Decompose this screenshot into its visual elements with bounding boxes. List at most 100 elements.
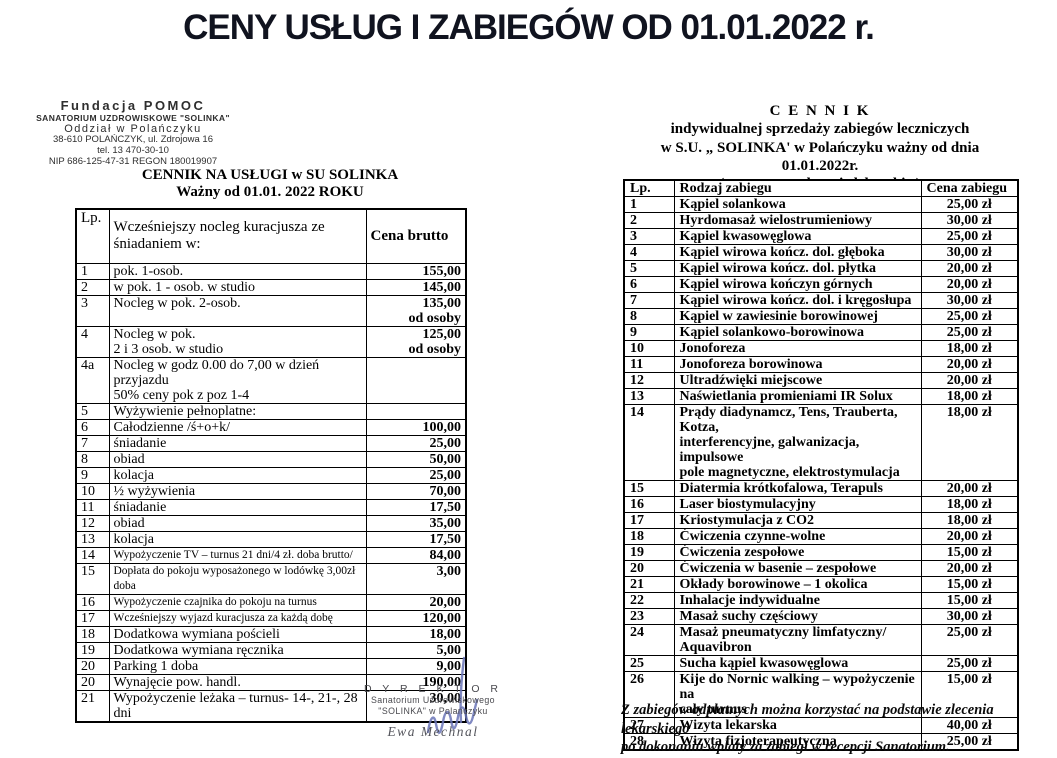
company-stamp: Fundacja POMOC SANATORIUM UZDROWISKOWE "… bbox=[26, 98, 240, 167]
footer-note-line2: po dokonaniu wplaty za zabiegi w recepcj… bbox=[621, 739, 950, 756]
price-cell: 30,00 zł bbox=[920, 212, 1019, 229]
lp-cell: 2 bbox=[75, 278, 110, 296]
desc-cell: Kąpiel wirowa kończ. dol. płytka bbox=[673, 260, 922, 277]
signature-block: D Y R E K T O R Sanatorium Uzdrowiskoweg… bbox=[358, 683, 508, 740]
price-cell: 20,00 bbox=[365, 593, 467, 611]
stamp-line: Oddział w Polańczyku bbox=[64, 123, 202, 136]
table-row: 13 Naświetlania promieniami IR Solux 18,00… bbox=[623, 388, 1019, 405]
price-cell: 18,00 zł bbox=[920, 496, 1019, 513]
lp-column-header: Lp. bbox=[75, 208, 110, 264]
price-cell: 25,00 zł bbox=[920, 196, 1019, 213]
desc-cell: Inhalacje indywidualne bbox=[673, 592, 922, 609]
table-row: 12 Ultradźwięki miejscowe 20,00 zł bbox=[623, 372, 1019, 389]
table-row: 11 śniadanie 17,50 bbox=[75, 498, 467, 516]
table-row: 7 Kąpiel wirowa kończ. dol. i kręgosłupa 3… bbox=[623, 292, 1019, 309]
desc-cell: Nocleg w godz 0.00 do 7,00 w dzień przyj… bbox=[108, 356, 367, 404]
lp-cell: 1 bbox=[75, 262, 110, 280]
table-row: 6 Kąpiel wirowa kończyn górnych 20,00 zł bbox=[623, 276, 1019, 293]
desc-cell: w pok. 1 - osob. w studio bbox=[108, 278, 367, 296]
desc-cell: Kąpiel wirowa kończyn górnych bbox=[673, 276, 922, 293]
lp-cell: 18 bbox=[75, 625, 110, 643]
lp-cell: 13 bbox=[75, 530, 110, 548]
lp-cell: 12 bbox=[623, 372, 675, 389]
table-row: 5 Wyżywienie pełnoplatne: bbox=[75, 402, 467, 420]
desc-cell: Wynajęcie pow. handl. bbox=[108, 673, 367, 691]
table-row: 21 Wypożyczenie leżaka – turnus- 14-, 21-… bbox=[75, 689, 467, 722]
desc-cell: Kąpiel wirowa kończ. dol. i kręgosłupa bbox=[673, 292, 922, 309]
table-row: 10 ½ wyżywienia 70,00 bbox=[75, 482, 467, 500]
desc-cell: Kąpiel solankowa bbox=[673, 196, 922, 213]
price-cell: 25,00 zł bbox=[920, 655, 1019, 672]
lp-cell: 25 bbox=[623, 655, 675, 672]
lp-cell: 15 bbox=[623, 480, 675, 497]
price-cell: 50,00 bbox=[365, 450, 467, 468]
lp-cell: 14 bbox=[75, 546, 110, 564]
price-cell: 25,00 bbox=[365, 466, 467, 484]
table-row: 26 Kije do Nornic walking – wypożyczenie … bbox=[623, 671, 1019, 718]
price-column-header: Cena zabiegu bbox=[920, 179, 1019, 197]
desc-cell: Kąpiel w zawiesinie borowinowej bbox=[673, 308, 922, 325]
lp-cell: 9 bbox=[75, 466, 110, 484]
lp-cell: 11 bbox=[623, 356, 675, 373]
lp-cell: 28 bbox=[623, 733, 675, 751]
dyrektor-stamp-line: D Y R E K T O R bbox=[363, 683, 502, 695]
dyrektor-stamp-line: Sanatorium Uzdrowiskowego bbox=[371, 695, 495, 706]
lp-cell: 15 bbox=[75, 562, 110, 595]
price-cell: 25,00 zł bbox=[920, 733, 1019, 751]
desc-cell: obiad bbox=[108, 450, 367, 468]
price-cell: 30,00 zł bbox=[920, 608, 1019, 625]
price-cell: 20,00 zł bbox=[920, 260, 1019, 277]
lp-cell: 7 bbox=[75, 434, 110, 452]
left-table-title-line1: CENNIK NA USŁUGI w SU SOLINKA bbox=[141, 167, 399, 183]
lp-cell: 9 bbox=[623, 324, 675, 341]
desc-cell: Wizyta fizjoterapeutyczna bbox=[673, 733, 922, 751]
price-column-header: Cena brutto bbox=[365, 208, 467, 264]
desc-cell: Kąpiel kwasowęglowa bbox=[673, 228, 922, 245]
table-row: 18 Dodatkowa wymiana pościeli 18,00 bbox=[75, 625, 467, 643]
table-row: 4a Nocleg w godz 0.00 do 7,00 w dzień prz… bbox=[75, 356, 467, 404]
price-cell: 15,00 zł bbox=[920, 544, 1019, 561]
price-cell: 30,00 zł bbox=[920, 244, 1019, 261]
desc-cell: Ultradźwięki miejscowe bbox=[673, 372, 922, 389]
desc-cell: Diatermia krótkofalowa, Terapuls bbox=[673, 480, 922, 497]
price-cell: 15,00 zł bbox=[920, 671, 1019, 718]
signature-name: Ewa Mechnal bbox=[387, 724, 479, 740]
lp-cell: 16 bbox=[75, 593, 110, 611]
price-cell: 18,00 zł bbox=[920, 340, 1019, 357]
price-cell: 35,00 bbox=[365, 514, 467, 532]
lp-column-header: Lp. bbox=[623, 179, 675, 197]
price-cell: 135,00 od osoby bbox=[365, 294, 467, 327]
right-table-title-line1: C E N N I K bbox=[769, 103, 871, 119]
dyrektor-stamp-line: "SOLINKA" w Polańczyku bbox=[378, 705, 488, 716]
lp-cell: 17 bbox=[623, 512, 675, 529]
lp-cell: 5 bbox=[623, 260, 675, 277]
table-row: 1 Kąpiel solankowa 25,00 zł bbox=[623, 196, 1019, 213]
table-row: 19 Ćwiczenia zespołowe 15,00 zł bbox=[623, 544, 1019, 561]
desc-cell: pok. 1-osob. bbox=[108, 262, 367, 280]
desc-cell: Parking 1 doba bbox=[108, 657, 367, 675]
price-cell bbox=[365, 356, 467, 404]
table-row: 28 Wizyta fizjoterapeutyczna 25,00 zł bbox=[623, 733, 1019, 751]
lp-cell: 1 bbox=[623, 196, 675, 213]
price-cell: 25,00 zł bbox=[920, 324, 1019, 341]
desc-cell: Masaż suchy częściowy bbox=[673, 608, 922, 625]
right-table-title-line3: w S.U. „ SOLINKA' w Polańczyku ważny od … bbox=[660, 139, 980, 174]
desc-cell: obiad bbox=[108, 514, 367, 532]
price-cell: 20,00 zł bbox=[920, 480, 1019, 497]
desc-cell: Ćwiczenia zespołowe bbox=[673, 544, 922, 561]
lp-cell: 10 bbox=[75, 482, 110, 500]
lp-cell: 14 bbox=[623, 404, 675, 481]
table-row: 21 Okłady borowinowe – 1 okolica 15,00 zł bbox=[623, 576, 1019, 593]
desc-cell: Dodatkowa wymiana pościeli bbox=[108, 625, 367, 643]
price-cell: 40,00 zł bbox=[920, 717, 1019, 734]
desc-cell: kolacja bbox=[108, 530, 367, 548]
price-cell: 20,00 zł bbox=[920, 372, 1019, 389]
left-table-title: CENNIK NA USŁUGI w SU SOLINKA Ważny od 0… bbox=[75, 167, 465, 202]
table-row: 14 Prądy diadynamcz, Tens, Trauberta, Kot… bbox=[623, 404, 1019, 481]
desc-cell: Kąpiel wirowa kończ. dol. głęboka bbox=[673, 244, 922, 261]
price-cell bbox=[365, 402, 467, 420]
lp-cell: 12 bbox=[75, 514, 110, 532]
table-row: 10 Jonoforeza 18,00 zł bbox=[623, 340, 1019, 357]
